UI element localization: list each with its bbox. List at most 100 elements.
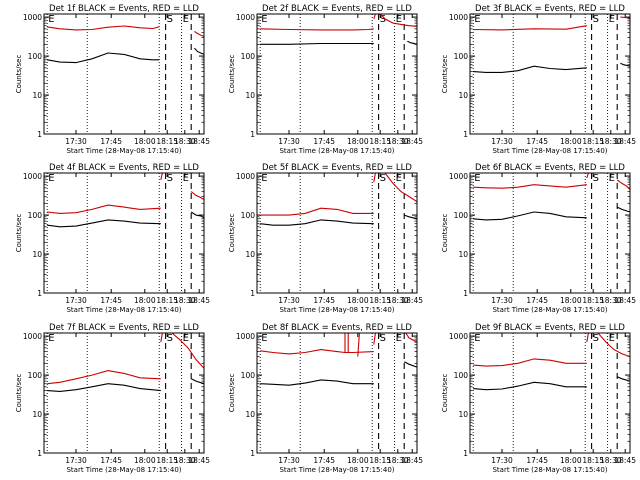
y-tick-label: 10	[32, 410, 42, 419]
x-tick-label: 17:30	[491, 456, 513, 465]
lld-series-line	[373, 332, 376, 345]
x-tick-label: 18:30	[387, 456, 409, 465]
x-tick-label: 18:30	[174, 456, 196, 465]
y-axis-label: Counts/sec	[15, 55, 23, 94]
x-tick-label: 18:00	[134, 137, 156, 146]
panel-det-7: Det 7f BLACK = Events, RED = LLD 1 10 100 10…	[15, 323, 210, 474]
events-series-line	[473, 381, 587, 391]
plot-frame	[43, 13, 205, 135]
lld-series-line	[160, 332, 163, 343]
y-tick-label: 1000	[23, 172, 42, 181]
x-tick-label: 17:45	[313, 456, 335, 465]
y-tick-label: 1000	[236, 332, 255, 341]
x-tick-label: 17:45	[100, 456, 122, 465]
x-tick-label: 18:45	[614, 456, 636, 465]
marker-label: S	[167, 14, 173, 25]
lld-series-line	[190, 191, 205, 200]
y-tick-label: 10	[458, 250, 468, 259]
y-axis-label: Counts/sec	[228, 55, 236, 94]
lld-series-line	[373, 172, 379, 183]
events-series-line	[473, 211, 587, 221]
y-tick-label: 100	[454, 371, 469, 380]
marker-label: E	[48, 14, 54, 25]
y-tick-label: 100	[454, 52, 469, 61]
lld-series-line	[620, 16, 631, 19]
lld-series-line	[473, 25, 587, 31]
y-axis-label: Counts/sec	[441, 374, 449, 413]
y-tick-label: 1	[250, 289, 255, 298]
y-tick-label: 1	[37, 289, 42, 298]
marker-label: E	[474, 333, 480, 344]
panel-det-1: Det 1f BLACK = Events, RED = LLD 1 10 100 10…	[15, 4, 210, 155]
panel-det-9: Det 9f BLACK = Events, RED = LLD 1 10 100 10…	[441, 323, 636, 474]
x-tick-label: 18:00	[560, 296, 582, 305]
plot-frame	[469, 13, 631, 135]
marker-label: E	[609, 14, 615, 25]
x-tick-label: 18:30	[600, 137, 622, 146]
panel-title: Det 3f BLACK = Events, RED = LLD	[475, 4, 625, 14]
events-series-line	[47, 383, 161, 392]
marker-label: E	[183, 14, 189, 25]
x-tick-label: 17:30	[65, 296, 87, 305]
x-tick-label: 18:00	[347, 456, 369, 465]
panel-det-6: Det 6f BLACK = Events, RED = LLD 1 10 100 10…	[441, 163, 636, 314]
x-tick-label: 18:45	[188, 137, 210, 146]
y-tick-label: 1000	[23, 332, 42, 341]
lld-series-line	[194, 30, 205, 37]
y-tick-label: 100	[241, 211, 256, 220]
x-tick-label: 18:30	[387, 137, 409, 146]
x-axis-label: Start Time (28-May-08 17:15:40)	[66, 147, 181, 155]
plot-frame	[43, 332, 205, 454]
marker-label: E	[48, 173, 54, 184]
lld-series-line	[473, 184, 587, 189]
x-tick-label: 18:45	[614, 296, 636, 305]
lld-series-line	[616, 179, 631, 190]
marker-label: S	[167, 333, 173, 344]
panel-title: Det 9f BLACK = Events, RED = LLD	[475, 323, 625, 333]
events-series-line	[193, 47, 205, 55]
panel-title: Det 7f BLACK = Events, RED = LLD	[49, 323, 199, 333]
lld-series-line	[344, 332, 349, 353]
plot-frame	[256, 172, 418, 294]
marker-label: S	[380, 173, 386, 184]
marker-label: E	[183, 333, 189, 344]
plot-frame	[256, 13, 418, 135]
y-tick-label: 1000	[236, 13, 255, 22]
x-tick-label: 18:45	[188, 456, 210, 465]
events-series-line	[620, 62, 631, 67]
x-tick-label: 18:45	[614, 137, 636, 146]
events-series-line	[403, 361, 418, 368]
x-tick-label: 18:45	[401, 456, 423, 465]
y-tick-label: 1	[37, 130, 42, 139]
lld-series-line	[597, 332, 631, 358]
marker-label: E	[474, 14, 480, 25]
x-tick-label: 17:45	[100, 137, 122, 146]
x-tick-label: 17:45	[526, 137, 548, 146]
panel-det-8: Det 8f BLACK = Events, RED = LLD 1 10 100 10…	[228, 323, 423, 474]
y-axis-label: Counts/sec	[441, 214, 449, 253]
panel-title: Det 5f BLACK = Events, RED = LLD	[262, 163, 412, 173]
plot-frame	[43, 172, 205, 294]
y-tick-label: 1000	[449, 172, 468, 181]
events-series-line	[190, 211, 205, 219]
y-axis-label: Counts/sec	[228, 374, 236, 413]
events-series-line	[47, 219, 161, 228]
y-axis-label: Counts/sec	[228, 214, 236, 253]
y-tick-label: 10	[245, 250, 255, 259]
marker-label: S	[593, 333, 599, 344]
x-tick-label: 17:30	[278, 137, 300, 146]
y-tick-label: 1000	[236, 172, 255, 181]
y-axis-label: Counts/sec	[15, 214, 23, 253]
events-series-line	[190, 378, 205, 385]
x-tick-label: 17:30	[65, 456, 87, 465]
y-tick-label: 100	[454, 211, 469, 220]
marker-label: S	[167, 173, 173, 184]
marker-label: E	[261, 333, 267, 344]
x-axis-label: Start Time (28-May-08 17:15:40)	[66, 466, 181, 474]
marker-label: E	[261, 14, 267, 25]
x-axis-label: Start Time (28-May-08 17:15:40)	[492, 306, 607, 314]
x-tick-label: 18:30	[600, 296, 622, 305]
y-tick-label: 10	[458, 91, 468, 100]
x-axis-label: Start Time (28-May-08 17:15:40)	[279, 306, 394, 314]
